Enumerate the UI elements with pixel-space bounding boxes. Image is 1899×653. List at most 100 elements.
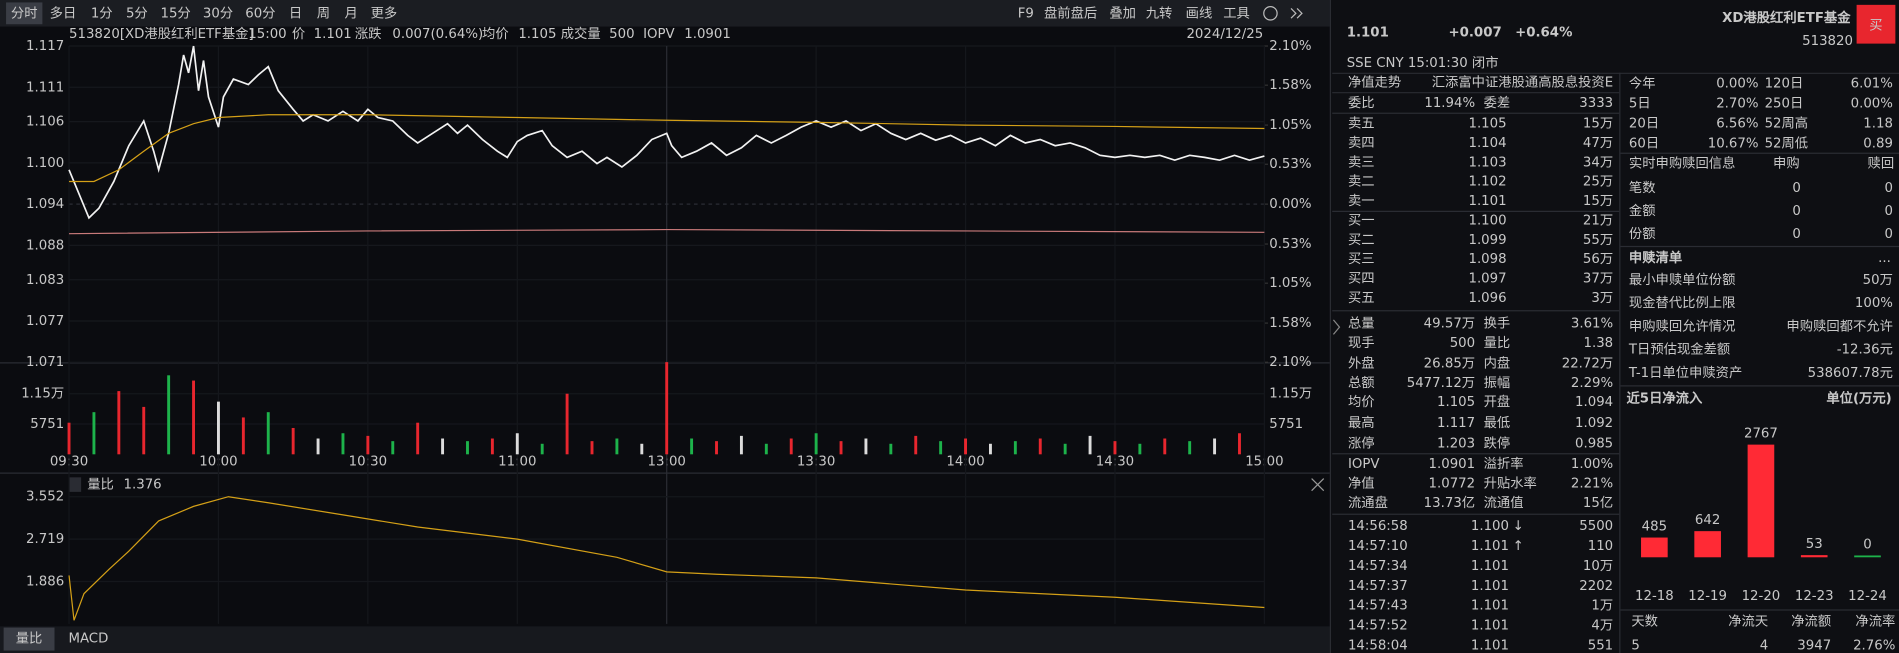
order-book-bids: 1.100 [1468,213,1506,228]
settings-icon[interactable] [1263,6,1278,21]
trades-time: 14:56:58 [1348,519,1408,534]
toolbar-tools[interactable]: 画线 [1186,5,1213,21]
indicator-yticks: 3.552 [26,490,64,505]
stats: 总额 [1348,375,1375,391]
toolbar-tools[interactable]: F9 [1018,6,1034,21]
inflow-bar [1641,537,1668,558]
volume-bar [690,438,694,455]
toolbar-periods[interactable]: 周 [317,6,330,21]
performance: 120日 [1765,77,1804,92]
basket-more[interactable]: ... [1878,251,1891,266]
expand-icon[interactable] [1332,319,1341,335]
order-book-bids: 55万 [1583,233,1613,248]
order-book-ratio: 11.94% [1424,96,1475,111]
toolbar-periods[interactable]: 30分 [203,5,233,21]
tabs[interactable]: 汇添富中证港股通高股息投资E [1432,73,1613,90]
volume-bar [615,438,619,455]
volume-bar [291,427,295,455]
toolbar-periods[interactable]: 日 [289,6,302,21]
bottom-tabs[interactable]: 量比 [16,630,43,646]
volume-bar [441,438,445,455]
performance: 今年 [1629,76,1656,92]
trades-price: 1.101 [1471,539,1509,554]
toolbar-periods[interactable]: 5分 [126,5,148,21]
info-change-label: 涨跌 [355,26,382,42]
toolbar-tools[interactable]: 盘前盘后 [1044,4,1097,21]
close-icon[interactable] [1311,478,1325,492]
toolbar-tools[interactable]: 叠加 [1109,5,1136,21]
y2ticks-label: 1.58% [1269,316,1311,331]
creation-rows: 金额 [1629,203,1656,219]
volume-bar [316,438,320,455]
trades-price: 1.100 [1471,519,1509,534]
creation-rows: 笔数 [1629,180,1656,196]
order-book-asks: 25万 [1583,175,1613,190]
net-inflow-categories: 12-18 [1635,589,1674,604]
volume-ratio-line [68,496,1265,621]
order-book-asks: 卖三 [1348,154,1375,170]
tabs[interactable]: 净值走势 [1348,74,1401,90]
volume-bar [939,441,943,455]
active-tab[interactable] [6,2,43,25]
volume-bar [490,438,494,455]
creation-rows: 0 [1884,227,1892,242]
order-book-bids: 37万 [1583,272,1613,287]
basket-rows: 100% [1855,296,1893,311]
volume-yticks: 5751 [30,417,64,432]
iopv-line [69,228,1265,235]
trades-volume: 551 [1588,639,1613,653]
toolbar-tools[interactable]: 九转 [1146,5,1173,21]
volume-bar [216,401,220,455]
volume-bar [715,441,718,455]
bottom-tabs[interactable]: MACD [68,631,108,646]
stats: 13.73亿 [1424,495,1475,511]
toolbar-periods[interactable]: 60分 [245,5,275,21]
order-book-asks: 47万 [1583,136,1613,151]
help-icon[interactable] [69,477,82,492]
toolbar-bg [0,0,1330,27]
volume-bar [590,441,594,455]
stats: 3.61% [1571,316,1613,331]
volume-bar [789,438,793,455]
active-bottom-tab[interactable] [3,627,55,651]
stats: 1.203 [1437,436,1475,451]
net-inflow-title: 近5日净流入 [1627,390,1704,407]
indicator-label: 量比 [87,477,114,493]
quote-buy[interactable]: 买 [1869,17,1882,33]
toolbar-periods[interactable]: 月 [345,6,358,21]
performance: 0.00% [1851,97,1893,112]
net-inflow-categories: 12-19 [1688,589,1727,604]
order-book-ratio-label: 委比 [1348,95,1375,111]
toolbar-periods[interactable]: 分时 [11,5,38,21]
stats: 2.29% [1571,376,1613,391]
creation-columns: 赎回 [1868,156,1895,172]
order-book-bids: 买二 [1348,232,1375,248]
info-code-name: 513820[XD港股红利ETF基金] [69,26,254,42]
volume-bar [341,433,345,455]
volume-bar [142,406,146,455]
collapse-icon[interactable] [1290,8,1303,19]
toolbar-periods[interactable]: 1分 [91,5,113,21]
stats: 2.21% [1571,476,1613,491]
buy-button[interactable] [1856,4,1896,44]
net-inflow-categories: 12-24 [1848,589,1887,604]
performance: 60日 [1629,137,1659,152]
quote-change-pct: +0.64% [1515,26,1572,41]
performance: 1.18 [1863,117,1893,132]
volume-bar [864,438,868,455]
volume-bar [515,433,519,455]
toolbar-periods[interactable]: 15分 [160,5,190,21]
info-change: 0.007(0.64%) [392,27,483,42]
info-avg: 1.105 [518,27,556,42]
intraday-yticks: 1.094 [26,197,64,212]
avg-price-line [69,114,1265,183]
performance: 52周低 [1765,136,1809,152]
stats: 流通值 [1484,495,1524,511]
quote-code: 513820 [1802,34,1853,49]
toolbar-periods[interactable]: 多日 [50,4,77,21]
toolbar-tools[interactable]: 工具 [1223,6,1250,21]
volume-bar [117,391,121,455]
toolbar-periods[interactable]: 更多 [371,4,398,21]
summary-values: 2.76% [1853,639,1895,653]
